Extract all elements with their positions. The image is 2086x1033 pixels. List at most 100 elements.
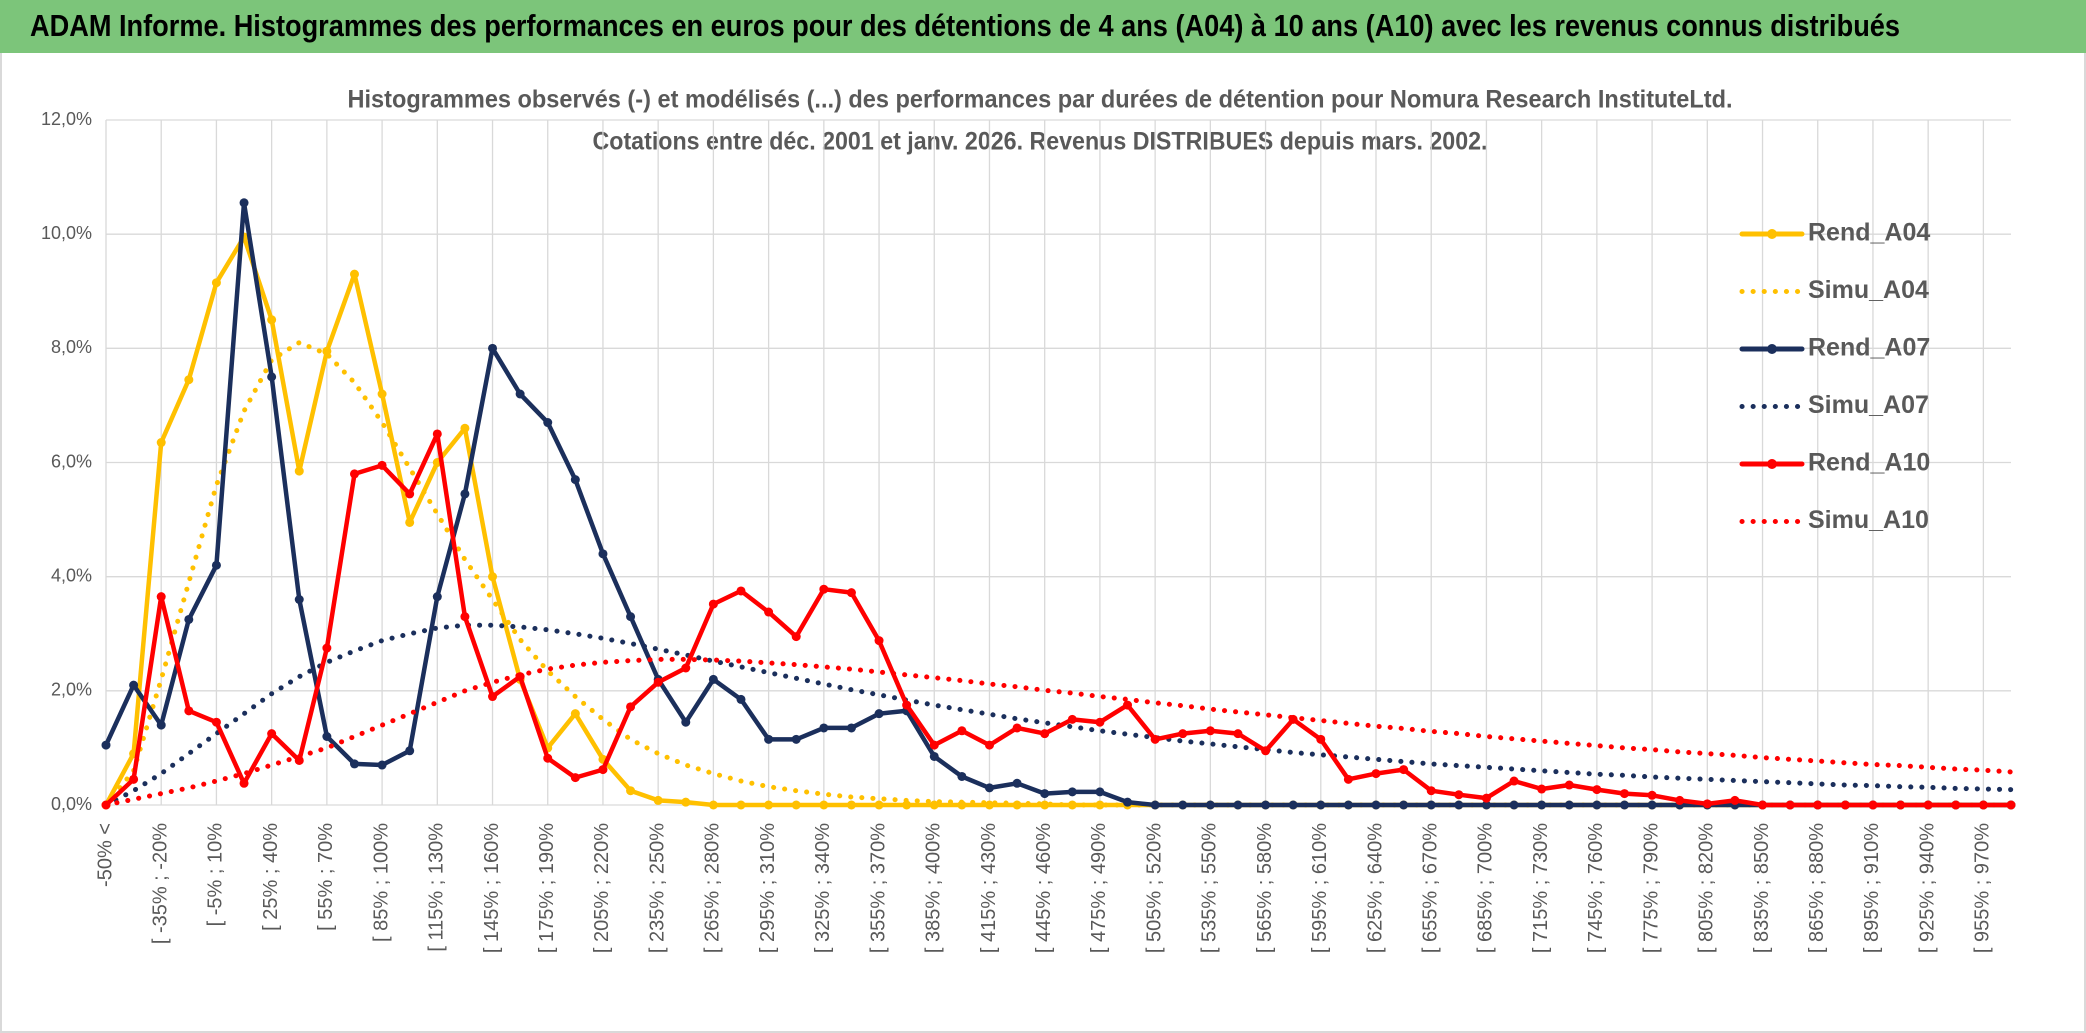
data-point <box>1896 800 1906 810</box>
legend-label: Rend_A10 <box>1808 449 1930 477</box>
data-point <box>322 732 332 741</box>
series-line <box>103 656 2014 808</box>
data-point <box>460 612 470 622</box>
data-point <box>2006 800 2016 810</box>
x-tick-label: [ 55% ; 70% <box>315 823 337 931</box>
data-point <box>1343 800 1353 810</box>
data-point <box>846 588 856 598</box>
data-point <box>377 760 387 770</box>
data-point <box>1095 800 1105 810</box>
data-point <box>460 489 470 499</box>
data-point <box>349 269 359 279</box>
data-point <box>1233 729 1243 739</box>
data-point <box>708 800 718 810</box>
data-point <box>349 759 359 769</box>
data-point <box>1840 800 1850 810</box>
data-point <box>1399 800 1409 810</box>
data-point <box>405 489 415 499</box>
data-point <box>1067 714 1077 724</box>
x-tick-label: [ 895% ; 910% <box>1861 823 1883 953</box>
x-tick-label: [ 85% ; 100% <box>370 823 392 942</box>
data-point <box>1261 800 1271 810</box>
data-point <box>1454 800 1464 810</box>
data-point <box>294 755 304 765</box>
data-point <box>488 343 498 353</box>
data-point <box>1509 800 1519 810</box>
data-point <box>1371 769 1381 779</box>
data-point <box>874 800 884 810</box>
data-point <box>1675 795 1685 805</box>
data-point <box>1647 800 1657 810</box>
data-point <box>984 800 994 810</box>
legend-label: Rend_A04 <box>1808 219 1930 247</box>
data-point <box>764 734 774 744</box>
x-tick-label: [ 505% ; 520% <box>1143 823 1165 953</box>
data-point <box>1261 746 1271 756</box>
data-point <box>432 429 442 439</box>
data-point <box>1067 787 1077 797</box>
data-point <box>984 783 994 793</box>
data-point <box>708 674 718 684</box>
data-point <box>819 584 829 594</box>
data-point <box>515 389 525 399</box>
data-point <box>239 778 249 788</box>
data-point <box>1592 785 1602 795</box>
chart-subtitle: Cotations entre déc. 2001 et janv. 2026.… <box>593 128 1488 156</box>
data-point <box>267 729 277 739</box>
data-point <box>1095 717 1105 727</box>
data-point <box>1758 800 1768 810</box>
data-point <box>211 717 221 727</box>
data-point <box>156 592 166 602</box>
data-point <box>626 786 636 796</box>
data-point <box>129 774 139 784</box>
x-tick-label: [ 775% ; 790% <box>1640 823 1662 953</box>
data-point <box>1619 800 1629 810</box>
x-tick-label: [ -35% ; -20% <box>149 823 171 944</box>
x-tick-label: [ -5% ; 10% <box>205 823 227 927</box>
x-tick-label: [ 475% ; 490% <box>1088 823 1110 953</box>
y-tick-label: 6,0% <box>51 451 92 471</box>
y-tick-label: 4,0% <box>51 565 92 585</box>
data-point <box>1371 800 1381 810</box>
data-point <box>184 375 194 385</box>
data-point <box>432 592 442 602</box>
data-point <box>626 612 636 622</box>
data-point <box>322 346 332 356</box>
x-tick-label: [ 445% ; 460% <box>1033 823 1055 953</box>
x-tick-label: [ 415% ; 430% <box>978 823 1000 953</box>
data-point <box>156 720 166 730</box>
x-tick-label: [ 685% ; 700% <box>1475 823 1497 953</box>
data-point <box>819 723 829 733</box>
data-point <box>846 723 856 733</box>
data-point <box>1012 778 1022 788</box>
data-point <box>239 198 249 208</box>
x-tick-label: [ 925% ; 940% <box>1916 823 1938 953</box>
data-point <box>984 740 994 750</box>
data-point <box>184 614 194 624</box>
data-point <box>764 800 774 810</box>
data-point <box>681 797 691 807</box>
y-tick-label: 12,0% <box>41 109 92 129</box>
data-point <box>543 753 553 763</box>
x-tick-label: [ 325% ; 340% <box>812 823 834 953</box>
data-point <box>1343 774 1353 784</box>
data-point <box>1123 797 1133 807</box>
data-point <box>846 800 856 810</box>
header-band <box>0 0 2086 53</box>
y-tick-label: 10,0% <box>41 223 92 243</box>
series-line <box>103 431 2014 808</box>
data-point <box>1095 787 1105 797</box>
data-point <box>902 700 912 710</box>
x-tick-label: [ 265% ; 280% <box>702 823 724 953</box>
data-point <box>377 389 387 399</box>
data-point <box>1978 800 1988 810</box>
data-point <box>377 460 387 470</box>
data-point <box>543 418 553 428</box>
data-point <box>460 423 470 433</box>
data-point <box>1040 789 1050 799</box>
data-point <box>1454 790 1464 800</box>
data-point <box>1564 800 1574 810</box>
data-point <box>681 663 691 673</box>
data-point <box>1619 789 1629 799</box>
